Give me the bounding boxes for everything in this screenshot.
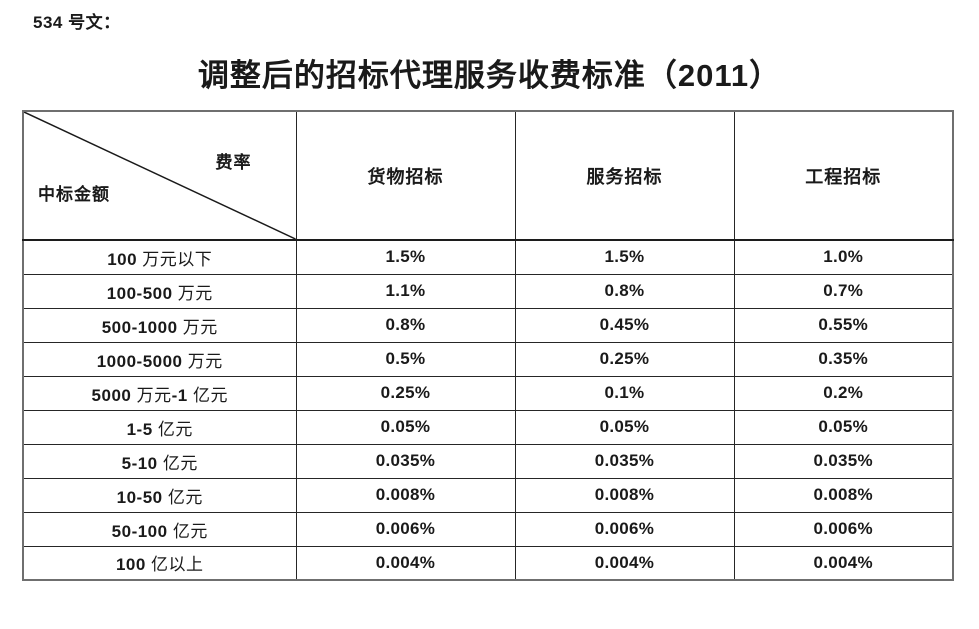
cell-value: 0.7% bbox=[733, 273, 954, 309]
row-label: 100 万元以下 bbox=[22, 239, 297, 275]
cell-value: 1.5% bbox=[514, 239, 735, 275]
col-header-services: 服务招标 bbox=[514, 110, 735, 241]
row-label: 100 亿以上 bbox=[22, 545, 297, 581]
row-label: 500-1000 万元 bbox=[22, 307, 297, 343]
header-row: 费率 中标金额 货物招标 服务招标 工程招标 bbox=[22, 110, 954, 241]
page-title: 调整后的招标代理服务收费标准（2011） bbox=[197, 58, 782, 93]
cell-value: 0.35% bbox=[733, 341, 954, 377]
cell-value: 0.25% bbox=[295, 375, 516, 411]
row-label: 1-5 亿元 bbox=[22, 409, 297, 445]
cell-value: 0.45% bbox=[514, 307, 735, 343]
table-row: 100 万元以下 1.5% 1.5% 1.0% bbox=[22, 239, 954, 275]
cell-value: 0.004% bbox=[295, 545, 516, 581]
cell-value: 1.1% bbox=[295, 273, 516, 309]
col-header-goods: 货物招标 bbox=[295, 110, 516, 241]
table-row: 50-100 亿元 0.006% 0.006% 0.006% bbox=[22, 511, 954, 547]
doc-number: 534 号文： bbox=[33, 13, 121, 32]
cell-value: 0.004% bbox=[733, 545, 954, 581]
cell-value: 0.1% bbox=[514, 375, 735, 411]
cell-value: 0.008% bbox=[514, 477, 735, 513]
cell-value: 0.035% bbox=[295, 443, 516, 479]
table-row: 10-50 亿元 0.008% 0.008% 0.008% bbox=[22, 477, 954, 513]
cell-value: 0.5% bbox=[295, 341, 516, 377]
cell-value: 0.55% bbox=[733, 307, 954, 343]
table-body: 100 万元以下 1.5% 1.5% 1.0% 100-500 万元 1.1% … bbox=[22, 239, 954, 581]
fee-table: 费率 中标金额 货物招标 服务招标 工程招标 100 万元以下 1.5% 1.5… bbox=[22, 110, 954, 581]
row-label: 100-500 万元 bbox=[22, 273, 297, 309]
table-row: 1000-5000 万元 0.5% 0.25% 0.35% bbox=[22, 341, 954, 377]
row-label: 1000-5000 万元 bbox=[22, 341, 297, 377]
cell-value: 0.008% bbox=[295, 477, 516, 513]
row-label: 50-100 亿元 bbox=[22, 511, 297, 547]
corner-label-rate: 费率 bbox=[215, 153, 252, 172]
cell-value: 0.25% bbox=[514, 341, 735, 377]
cell-value: 0.035% bbox=[733, 443, 954, 479]
table-row: 1-5 亿元 0.05% 0.05% 0.05% bbox=[22, 409, 954, 445]
table-row: 5000 万元-1 亿元 0.25% 0.1% 0.2% bbox=[22, 375, 954, 411]
corner-header-cell: 费率 中标金额 bbox=[22, 110, 297, 241]
cell-value: 0.05% bbox=[733, 409, 954, 445]
col-header-engineering: 工程招标 bbox=[733, 110, 954, 241]
cell-value: 0.8% bbox=[514, 273, 735, 309]
cell-value: 0.006% bbox=[733, 511, 954, 547]
diagonal-line-icon bbox=[24, 112, 296, 239]
cell-value: 0.004% bbox=[514, 545, 735, 581]
cell-value: 0.008% bbox=[733, 477, 954, 513]
cell-value: 1.5% bbox=[295, 239, 516, 275]
table-row: 500-1000 万元 0.8% 0.45% 0.55% bbox=[22, 307, 954, 343]
table-row: 100-500 万元 1.1% 0.8% 0.7% bbox=[22, 273, 954, 309]
cell-value: 1.0% bbox=[733, 239, 954, 275]
row-label: 5000 万元-1 亿元 bbox=[22, 375, 297, 411]
cell-value: 0.8% bbox=[295, 307, 516, 343]
cell-value: 0.05% bbox=[295, 409, 516, 445]
cell-value: 0.035% bbox=[514, 443, 735, 479]
row-label: 5-10 亿元 bbox=[22, 443, 297, 479]
cell-value: 0.05% bbox=[514, 409, 735, 445]
cell-value: 0.2% bbox=[733, 375, 954, 411]
cell-value: 0.006% bbox=[295, 511, 516, 547]
table-row: 100 亿以上 0.004% 0.004% 0.004% bbox=[22, 545, 954, 581]
table-row: 5-10 亿元 0.035% 0.035% 0.035% bbox=[22, 443, 954, 479]
corner-label-amount: 中标金额 bbox=[38, 185, 110, 204]
cell-value: 0.006% bbox=[514, 511, 735, 547]
row-label: 10-50 亿元 bbox=[22, 477, 297, 513]
